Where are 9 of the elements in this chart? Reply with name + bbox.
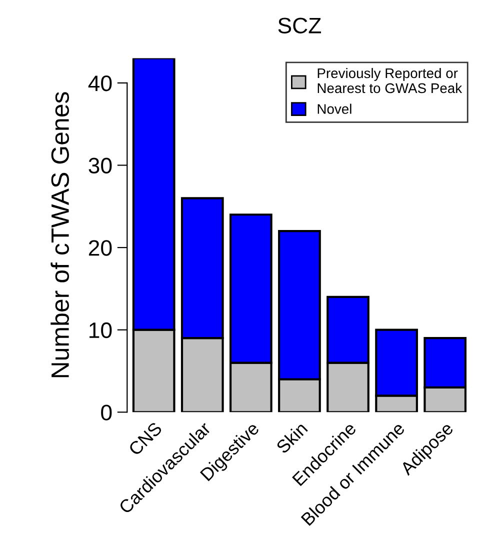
- chart-title: SCZ: [278, 18, 321, 34]
- y-tick-label: 20: [88, 240, 112, 256]
- y-tick-label: 10: [90, 322, 112, 338]
- legend-label: Novel: [318, 104, 352, 114]
- y-axis-title: Number of cTWAS Genes: [50, 92, 70, 378]
- y-tick-label: 30: [88, 158, 112, 174]
- y-tick-label: 40: [88, 75, 112, 92]
- legend-label: Previously Reported or Nearest to GWAS Peak: [318, 68, 462, 94]
- y-tick-label: 0: [101, 404, 112, 420]
